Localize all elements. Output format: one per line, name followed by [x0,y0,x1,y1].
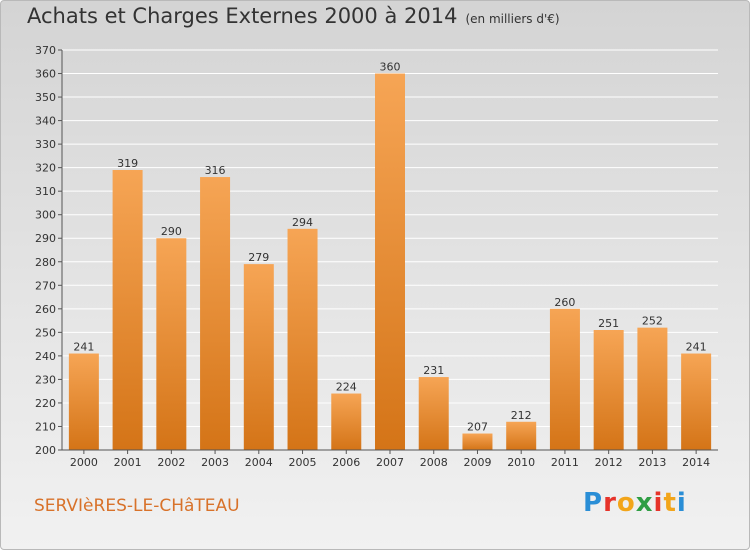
chart-title-text: Achats et Charges Externes 2000 à 2014 [27,4,458,28]
data-label: 316 [205,164,226,177]
data-label: 252 [642,315,663,328]
logo-letter: o [616,488,636,518]
x-tick-label: 2010 [507,456,535,469]
x-tick-label: 2007 [376,456,404,469]
bar [68,353,99,450]
x-tick-label: 2006 [332,456,360,469]
x-tick-label: 2013 [638,456,666,469]
y-tick-label: 280 [35,256,56,269]
x-tick-label: 2002 [157,456,185,469]
y-tick-label: 310 [35,185,56,198]
bar [593,330,624,450]
data-label: 290 [161,225,182,238]
bar [462,433,493,450]
y-tick-label: 240 [35,350,56,363]
data-label: 207 [467,421,488,434]
y-tick-label: 210 [35,420,56,433]
y-tick-label: 220 [35,397,56,410]
logo-letter: x [635,488,654,518]
y-tick-label: 250 [35,326,56,339]
y-tick-label: 290 [35,232,56,245]
proxiti-logo[interactable]: Proxiti [583,488,687,518]
bar [418,377,449,450]
logo-letter: t [663,488,677,518]
x-tick-label: 2003 [201,456,229,469]
y-tick-label: 350 [35,91,56,104]
bar [506,421,537,450]
bar [549,308,580,450]
x-tick-label: 2008 [420,456,448,469]
bar [200,177,231,450]
x-tick-label: 2011 [551,456,579,469]
chart-title: Achats et Charges Externes 2000 à 2014 (e… [27,4,560,28]
y-tick-label: 330 [35,138,56,151]
logo-letter: i [653,488,664,518]
data-label: 241 [686,341,707,354]
data-label: 212 [511,409,532,422]
data-label: 224 [336,381,357,394]
logo-letter: P [583,488,604,518]
x-tick-label: 2004 [245,456,273,469]
y-tick-label: 360 [35,68,56,81]
y-tick-label: 270 [35,279,56,292]
y-tick-label: 260 [35,303,56,316]
bar [112,170,143,450]
y-tick-label: 340 [35,115,56,128]
y-tick-label: 320 [35,162,56,175]
bar [681,353,712,450]
bar [156,238,187,450]
data-label: 241 [73,341,94,354]
data-label: 360 [380,61,401,74]
y-tick-label: 230 [35,373,56,386]
bar [331,393,362,450]
x-tick-label: 2014 [682,456,710,469]
location-label: SERVIèRES-LE-CHâTEAU [34,496,240,516]
data-label: 260 [554,296,575,309]
y-tick-label: 300 [35,209,56,222]
bar [637,327,668,450]
x-tick-label: 2000 [70,456,98,469]
x-tick-label: 2012 [595,456,623,469]
data-label: 231 [423,364,444,377]
x-tick-label: 2005 [289,456,317,469]
data-label: 251 [598,317,619,330]
data-label: 279 [248,251,269,264]
bar [287,228,318,450]
logo-letter: i [676,488,687,518]
data-label: 319 [117,157,138,170]
chart-subtitle: (en milliers d'€) [465,12,560,26]
bar [243,264,274,450]
y-tick-label: 370 [35,44,56,57]
logo-letter: r [603,488,617,518]
data-label: 294 [292,216,313,229]
x-tick-label: 2009 [463,456,491,469]
x-tick-label: 2001 [114,456,142,469]
y-tick-label: 200 [35,444,56,457]
bar [375,73,405,450]
